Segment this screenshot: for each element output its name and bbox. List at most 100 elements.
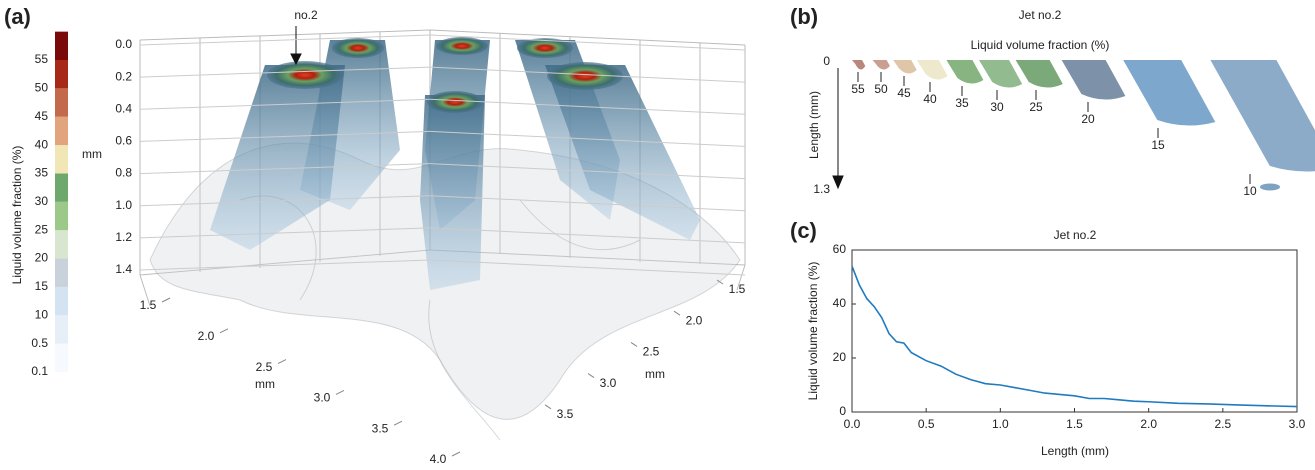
z-tick-label: 1.2 <box>115 230 132 244</box>
x-tick-label: 1.5 <box>140 298 157 312</box>
y-tick-label: 20 <box>833 350 847 364</box>
y-tick-label: 2.5 <box>643 345 660 359</box>
x-tick-label: 3.5 <box>372 421 389 435</box>
iso-surface <box>852 60 866 70</box>
z-tick-label: 0.8 <box>115 166 132 180</box>
z-axis-label: mm <box>82 147 102 161</box>
y-tick-label: 1.5 <box>729 282 746 296</box>
y-tick-label: 2.0 <box>686 313 703 327</box>
iso-surface <box>946 60 984 84</box>
y-tick-label: 0 <box>823 54 830 68</box>
grid-line <box>429 34 746 51</box>
x-tick-label: 2.5 <box>256 360 273 374</box>
grid-line <box>139 227 431 239</box>
colorbar-segment <box>55 315 68 344</box>
colorbar-segment <box>55 230 68 259</box>
panel-c-ylabel: Liquid volume fraction (%) <box>806 262 820 401</box>
grid-line <box>139 66 431 78</box>
colorbar-tick-label: 0.1 <box>31 364 48 378</box>
colorbar-tick-label: 30 <box>35 194 49 208</box>
grid-line <box>139 195 431 207</box>
grid-line <box>429 163 746 180</box>
iso-surface <box>1015 60 1063 88</box>
annotation-arrow <box>290 26 302 66</box>
iso-surface <box>1123 60 1216 126</box>
z-tick-label: 0.6 <box>115 134 132 148</box>
level-label: 15 <box>1151 138 1165 152</box>
y-axis-label: mm <box>645 367 665 381</box>
grid-line <box>429 259 746 276</box>
colorbar-segment <box>55 286 68 316</box>
panel-b-title: Jet no.2 <box>1019 8 1062 22</box>
y-tick-label: 1.3 <box>813 182 830 196</box>
y-tick-label: 3.0 <box>600 376 617 390</box>
grid-line <box>429 130 746 147</box>
colorbar-segment <box>55 258 68 287</box>
tick-mark <box>630 341 638 347</box>
x-tick-label: 0.5 <box>918 417 935 431</box>
x-axis-label: mm <box>255 377 275 391</box>
tick-mark <box>335 389 345 395</box>
panel-label: (b) <box>790 4 818 29</box>
level-label: 50 <box>874 82 888 96</box>
tick-mark <box>393 420 403 426</box>
colorbar-segment <box>55 116 68 146</box>
iso-surface <box>979 60 1023 88</box>
tick-mark <box>716 279 724 285</box>
level-label: 40 <box>923 92 937 106</box>
tick-mark <box>587 373 595 379</box>
y-tick-label: 3.5 <box>557 407 574 421</box>
grid-line <box>139 163 431 175</box>
z-tick-label: 0.0 <box>115 37 132 51</box>
z-tick-label: 1.0 <box>115 198 132 212</box>
colorbar-tick-label: 15 <box>35 279 49 293</box>
plot-frame <box>851 249 1298 413</box>
tick-mark <box>161 297 171 303</box>
colorbar-segment <box>55 31 68 60</box>
colorbar-tick-label: 50 <box>35 81 49 95</box>
colorbar-tick-label: 25 <box>35 222 49 236</box>
level-label: 55 <box>851 82 865 96</box>
colorbar-tick-label: 20 <box>35 251 49 265</box>
colorbar-segment <box>55 343 68 372</box>
tick-mark <box>277 359 287 365</box>
x-tick-label: 1.0 <box>992 417 1009 431</box>
z-tick-label: 1.4 <box>115 262 132 276</box>
colorbar-tick-label: 45 <box>35 109 49 123</box>
panel-b-ylabel: Length (mm) <box>807 91 821 159</box>
panel-c-xlabel: Length (mm) <box>1041 444 1109 458</box>
data-line <box>851 265 1298 408</box>
colorbar-tick-label: 10 <box>35 307 49 321</box>
grid-line <box>429 98 746 115</box>
grid-line <box>429 66 746 83</box>
x-tick-label: 3.0 <box>1289 417 1306 431</box>
panel-c-title: Jet no.2 <box>1054 228 1097 242</box>
colorbar-segment <box>55 173 68 202</box>
iso-surface <box>916 60 948 80</box>
level-label: 35 <box>955 96 969 110</box>
grid-line <box>139 34 431 46</box>
colorbar-tick-label: 0.5 <box>31 336 48 350</box>
annotation: no.2 <box>294 8 318 22</box>
x-tick-label: 0.0 <box>844 417 861 431</box>
colorbar-tick-label: 40 <box>35 137 49 151</box>
level-label: 25 <box>1029 100 1043 114</box>
x-tick-label: 2.5 <box>1214 417 1231 431</box>
panel-label: (a) <box>4 4 31 29</box>
panel-b-subtitle: Liquid volume fraction (%) <box>971 38 1110 52</box>
grid-line <box>429 195 746 212</box>
z-tick-label: 0.4 <box>115 101 132 115</box>
level-label: 45 <box>897 86 911 100</box>
y-tick-label: 40 <box>833 296 847 310</box>
tick-mark <box>451 451 461 457</box>
grid-line <box>139 130 431 142</box>
y-tick-label: 60 <box>833 242 847 256</box>
tick-mark <box>219 328 229 334</box>
panel-label: (c) <box>790 218 817 243</box>
iso-surface <box>872 60 890 70</box>
level-label: 10 <box>1243 184 1257 198</box>
tick-mark <box>544 404 552 410</box>
y-tick-label: 0 <box>839 404 846 418</box>
grid-line <box>139 259 431 271</box>
colorbar-tick-label: 35 <box>35 166 49 180</box>
